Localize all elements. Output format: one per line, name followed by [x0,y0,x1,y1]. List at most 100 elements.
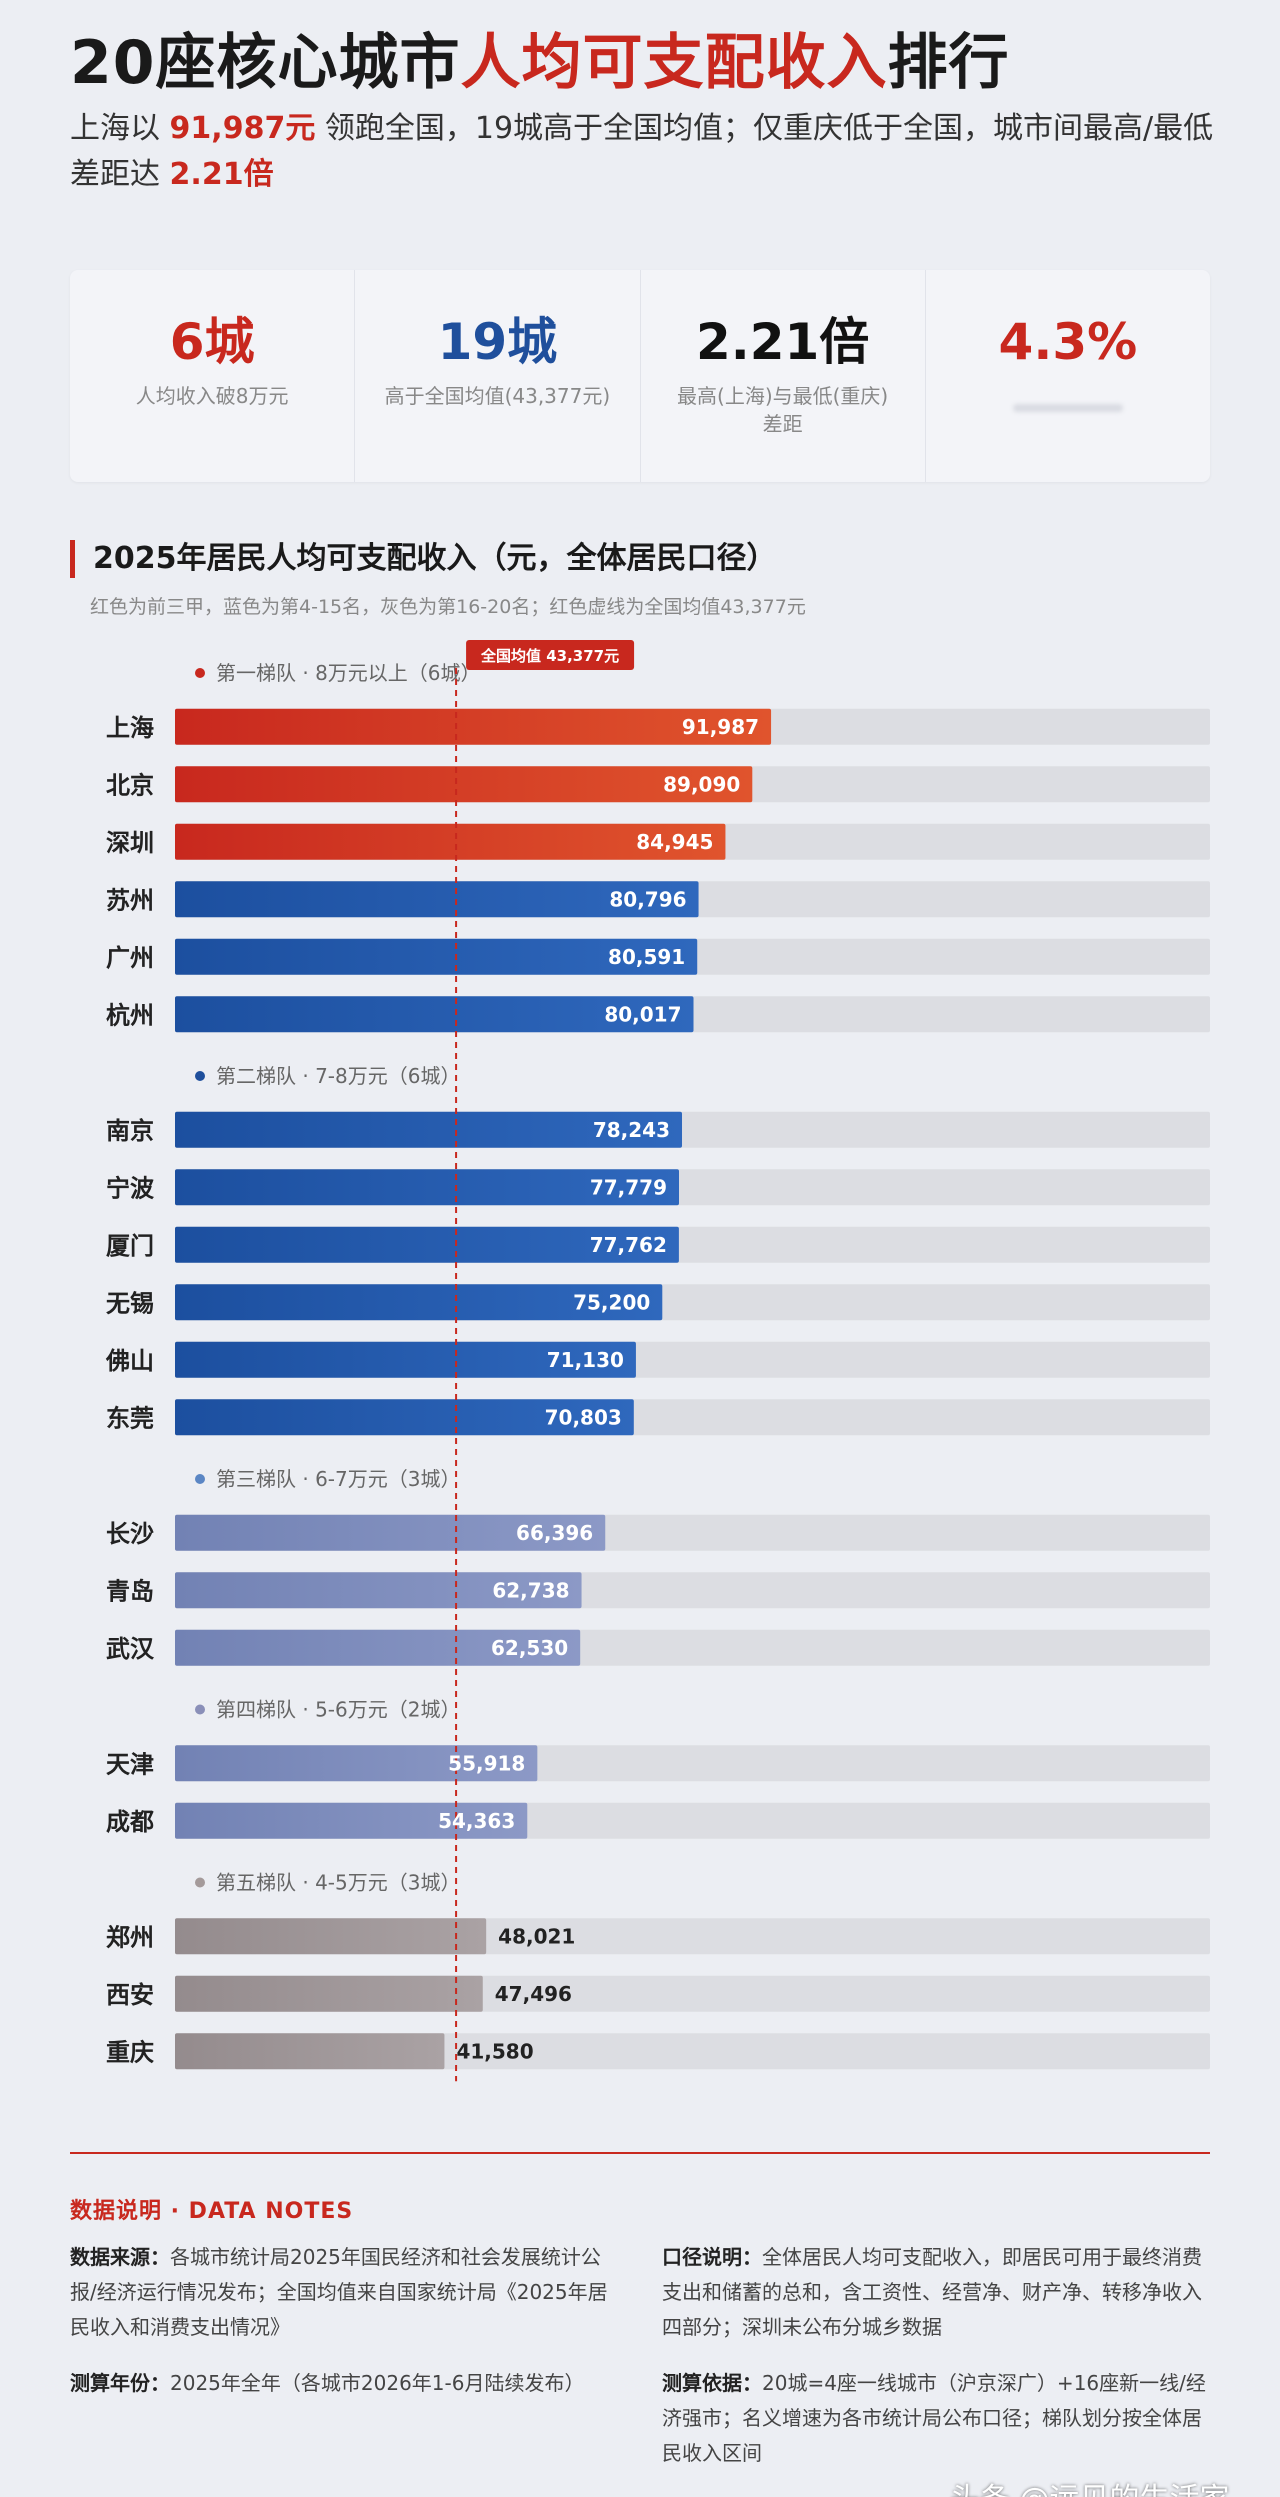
bar-value-label: 66,396 [516,1521,593,1545]
bar-value-label: 80,796 [609,887,686,911]
bar [175,1111,683,1148]
city-label: 郑州 [106,1923,154,1951]
stat-value: 2.21倍 [695,313,870,371]
bar [175,1802,528,1839]
city-label: 深圳 [106,829,154,857]
city-label: 重庆 [106,2038,154,2066]
note-scope-label: 口径说明： [662,2245,762,2269]
note-basis-label: 测算依据： [662,2371,762,2395]
watermark: 头条 @远见的生活家 [950,2474,1230,2497]
bar-value-label: 75,200 [573,1290,650,1314]
stat-value: 4.3% [998,313,1138,371]
city-label: 北京 [106,771,154,799]
stat-value: 6城 [169,313,255,371]
bar-value-label: 62,738 [492,1578,569,1602]
page-title: 20座核心城市人均可支配收入排行 [70,14,1010,101]
tier-label: 第一梯队 · 8万元以上（6城） [216,661,481,685]
note-scope-text: 全体居民人均可支配收入，即居民可用于最终消费支出和储蓄的总和，含工资性、经营净、… [662,2245,1202,2339]
city-label: 西安 [106,1981,154,2009]
stats-panel: 6城 人均收入破8万元 19城 高于全国均值(43,377元) 2.21倍 最高… [70,270,1210,482]
city-label: 广州 [106,944,154,972]
bar [175,1341,636,1378]
bar [175,766,753,803]
tier-dot [195,1071,205,1081]
bar-value-label: 77,779 [590,1175,667,1199]
notes-heading: 数据说明 · DATA NOTES [70,2199,354,2224]
bar [175,1918,487,1955]
note-scope: 口径说明：全体居民人均可支配收入，即居民可用于最终消费支出和储蓄的总和，含工资性… [662,2240,1210,2345]
bar-value-label: 47,496 [495,1982,572,2006]
tier-dot [195,668,205,678]
bar [175,1284,663,1321]
bar [175,1399,634,1436]
bar [175,1745,538,1782]
stat-card: 4.3% [926,270,1210,482]
stat-label: 高于全国均值(43,377元) [384,384,611,408]
tier-label: 第三梯队 · 6-7万元（3城） [216,1467,460,1491]
bar [175,1169,680,1206]
note-year-text: 2025年全年（各城市2026年1-6月陆续发布） [170,2371,585,2395]
bar [175,1975,483,2012]
bar-value-label: 80,017 [604,1002,681,1026]
city-label: 东莞 [106,1404,154,1432]
note-source-label: 数据来源： [70,2245,170,2269]
bar-value-label: 48,021 [498,1924,575,1948]
bar-value-label: 71,130 [547,1348,624,1372]
tier-label: 第四梯队 · 5-6万元（2城） [216,1698,460,1722]
bar-value-label: 89,090 [663,772,740,796]
stat-value: 19城 [437,313,558,371]
tier-label: 第五梯队 · 4-5万元（3城） [216,1871,460,1895]
bar [175,1226,679,1263]
bar-value-label: 91,987 [682,715,759,739]
note-source-text: 各城市统计局2025年国民经济和社会发展统计公报/经济运行情况发布；全国均值来自… [70,2245,608,2339]
bar-value-label: 55,918 [448,1751,525,1775]
subtitle-highlight-income: 91,987元 [169,111,316,146]
subtitle-part: 上海以 [70,111,170,146]
city-label: 上海 [106,714,154,742]
bar [175,881,699,918]
reference-label-text: 全国均值 43,377元 [480,647,619,665]
tier-dot [195,1474,205,1484]
city-label: 杭州 [106,1001,154,1029]
city-label: 南京 [106,1117,154,1145]
tier-dot [195,1704,205,1715]
bar [175,823,726,860]
subtitle-highlight-ratio: 2.21倍 [169,157,274,192]
stat-label: 人均收入破8万元 [135,384,289,408]
bar [175,1514,606,1551]
bar [175,1572,582,1609]
city-label: 佛山 [105,1347,154,1375]
stat-label-blurred [1012,404,1123,412]
city-label: 苏州 [106,886,154,914]
bar-value-label: 78,243 [593,1118,670,1142]
bar-value-label: 84,945 [636,830,713,854]
city-label: 武汉 [106,1635,155,1663]
reference-label-box [466,640,635,670]
title-prefix: 20座核心城市 [70,28,461,98]
bar-value-label: 54,363 [438,1809,515,1833]
chart-title: 2025年居民人均可支配收入（元，全体居民口径） [70,540,777,578]
bar [175,1629,581,1666]
note-basis: 测算依据：20城=4座一线城市（沪京深广）+16座新一线/经济强市；名义增速为各… [662,2366,1210,2471]
stat-card: 6城 人均收入破8万元 [70,270,356,482]
bar-value-label: 41,580 [456,2039,533,2063]
city-label: 天津 [106,1750,154,1778]
city-label: 成都 [106,1808,154,1836]
note-source: 数据来源：各城市统计局2025年国民经济和社会发展统计公报/经济运行情况发布；全… [70,2240,610,2345]
overlay-layer: 91,987 89,090 84,945 80,796 80,591 80,017 78,2… [438,715,759,2064]
note-basis-text: 20城=4座一线城市（沪京深广）+16座新一线/经济强市；名义增速为各市统计局公… [662,2371,1206,2465]
bar-value-label: 77,762 [590,1233,667,1257]
stat-card: 19城 高于全国均值(43,377元) [355,270,641,482]
bar-value-label: 80,591 [608,945,685,969]
bar [175,2033,445,2070]
stat-label: 最高(上海)与最低(重庆)差距 [677,384,889,436]
city-label: 无锡 [106,1289,154,1317]
bar-value-label: 62,530 [491,1636,568,1660]
subtitle-part: 领跑全国，19城高于全国均值；仅重庆低于全国，城市间最高/最低差距达 [70,111,1214,192]
note-year: 测算年份：2025年全年（各城市2026年1-6月陆续发布） [70,2366,610,2401]
bar [175,938,698,975]
tier-label: 第二梯队 · 7-8万元（6城） [216,1064,460,1088]
chart-subtitle: 红色为前三甲，蓝色为第4-15名，灰色为第16-20名；红色虚线为全国均值43,… [90,596,806,618]
